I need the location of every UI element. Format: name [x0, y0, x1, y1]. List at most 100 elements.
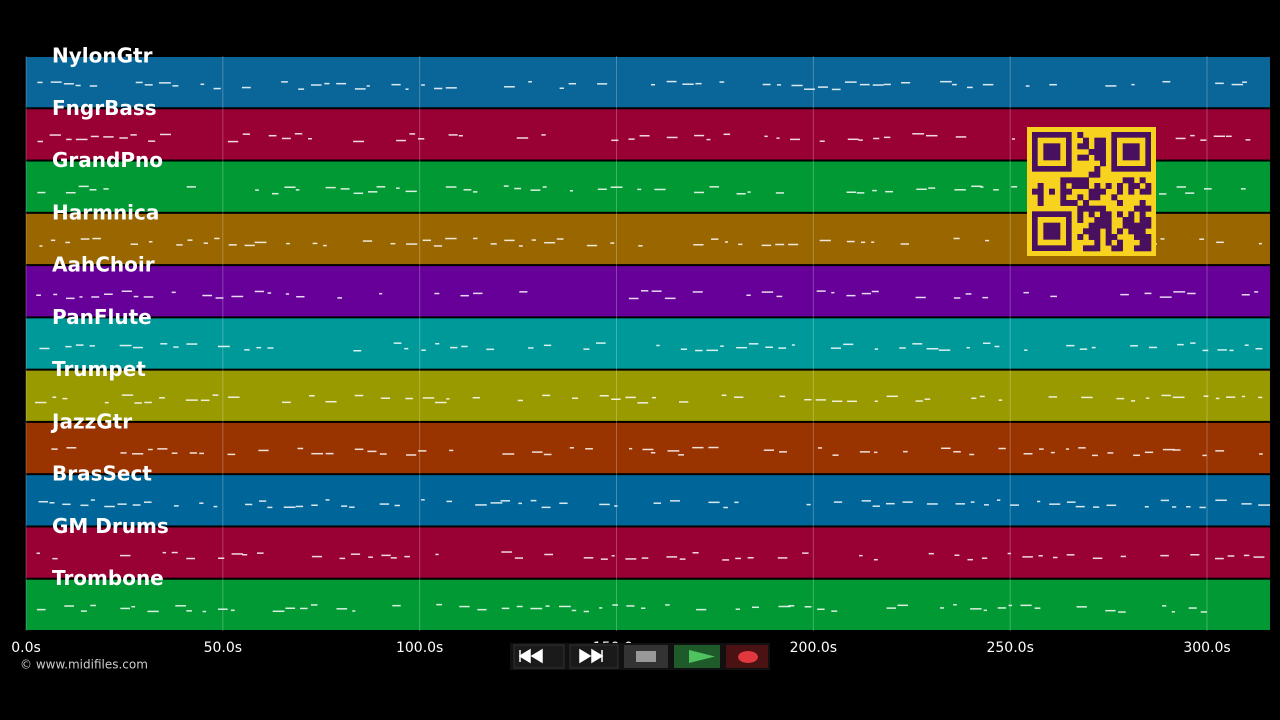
note: [450, 346, 458, 349]
note: [998, 399, 1003, 401]
forward-button[interactable]: [569, 644, 619, 669]
note: [436, 603, 442, 606]
track-label: Trombone: [52, 566, 164, 590]
note: [200, 83, 205, 86]
qr-module: [1077, 132, 1084, 138]
note: [172, 85, 179, 87]
qr-module: [1060, 200, 1067, 206]
note: [65, 345, 72, 348]
note: [472, 396, 480, 399]
note: [694, 134, 705, 137]
note: [368, 191, 378, 193]
note: [779, 451, 787, 453]
qr-module: [1100, 137, 1106, 144]
note: [367, 450, 377, 453]
note: [404, 555, 410, 558]
qr-module: [1128, 177, 1135, 184]
note: [422, 239, 431, 242]
note: [1254, 291, 1259, 293]
note: [62, 503, 71, 506]
note: [583, 557, 594, 559]
note: [187, 239, 193, 241]
note: [1245, 139, 1251, 141]
note: [654, 188, 666, 191]
note: [39, 347, 50, 350]
note: [445, 186, 457, 188]
qr-code: [1027, 127, 1156, 256]
note: [366, 85, 370, 87]
note: [1023, 453, 1033, 455]
note: [37, 191, 46, 194]
record-button[interactable]: [726, 645, 768, 668]
track-label: GM Drums: [52, 514, 169, 538]
qr-module: [1088, 194, 1095, 201]
note: [651, 396, 657, 399]
time-tick-label: 100.0s: [396, 640, 443, 656]
note: [1162, 448, 1175, 451]
note: [63, 83, 74, 85]
note: [186, 610, 192, 612]
qr-module: [1083, 200, 1089, 206]
note: [569, 447, 574, 449]
note: [1049, 83, 1057, 86]
note: [528, 81, 532, 83]
stop-button[interactable]: [624, 645, 668, 668]
note: [859, 451, 870, 453]
note: [599, 394, 609, 397]
note: [1215, 397, 1220, 400]
note: [103, 188, 109, 190]
note: [1255, 347, 1263, 350]
note: [981, 557, 988, 559]
note: [350, 553, 361, 555]
note: [89, 189, 97, 191]
note: [160, 343, 168, 345]
note: [788, 243, 799, 246]
qr-module: [1100, 217, 1106, 223]
note: [337, 297, 343, 299]
note: [761, 244, 772, 247]
note: [1215, 499, 1227, 502]
rewind-button[interactable]: [513, 644, 565, 669]
play-button[interactable]: [674, 645, 720, 668]
note: [159, 133, 171, 136]
qr-module: [1128, 183, 1135, 189]
note: [185, 399, 198, 401]
note: [682, 83, 694, 85]
qr-module: [1083, 228, 1089, 235]
note: [37, 140, 44, 143]
note: [846, 240, 855, 243]
note: [1240, 188, 1246, 190]
note: [51, 448, 58, 450]
note: [132, 453, 144, 455]
note: [144, 401, 152, 404]
note: [52, 396, 57, 398]
qr-module: [1094, 234, 1101, 240]
qr-module: [1105, 228, 1112, 235]
note: [90, 135, 99, 138]
note: [1244, 344, 1249, 346]
note: [1229, 349, 1234, 352]
note: [926, 503, 938, 505]
note: [761, 291, 774, 293]
note: [637, 402, 649, 404]
note: [78, 185, 89, 188]
note: [706, 349, 719, 352]
note: [433, 245, 443, 247]
note: [788, 605, 795, 607]
note: [228, 396, 240, 398]
note: [1066, 344, 1075, 347]
note: [804, 606, 812, 608]
note: [832, 454, 839, 456]
note-strip: [36, 603, 1207, 613]
qr-module: [1134, 234, 1140, 240]
qr-module: [1139, 222, 1146, 229]
note: [735, 557, 741, 560]
note: [501, 607, 510, 610]
note: [926, 347, 939, 350]
note: [90, 604, 96, 607]
note: [641, 557, 649, 559]
note: [242, 553, 248, 556]
note: [1079, 348, 1088, 350]
note: [664, 297, 676, 300]
qr-module: [1111, 245, 1118, 252]
